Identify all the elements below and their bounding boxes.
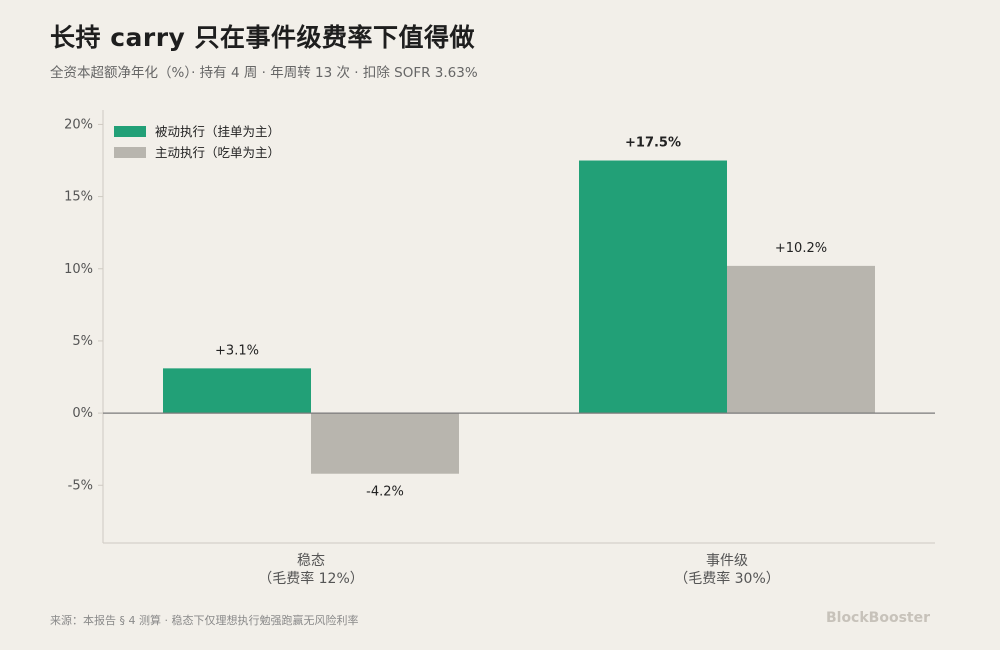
brand-watermark: BlockBooster <box>825 610 930 626</box>
bar <box>163 368 311 414</box>
data-label: +17.5% <box>625 136 681 151</box>
y-tick-label: 10% <box>64 262 93 277</box>
legend-swatch <box>114 147 146 158</box>
data-label: +3.1% <box>215 343 259 358</box>
y-tick-label: 5% <box>72 334 93 349</box>
bar <box>727 265 875 414</box>
source-note: 来源：本报告 § 4 测算 · 稳态下仅理想执行勉强跑赢无风险利率 <box>50 614 359 627</box>
y-tick-label: -5% <box>68 478 93 493</box>
chart-title: 长持 carry 只在事件级费率下值得做 <box>50 23 476 52</box>
legend-label: 被动执行（挂单为主） <box>155 124 280 139</box>
x-category-label: 稳态 <box>297 553 325 569</box>
x-category-sublabel: （毛费率 30%） <box>674 570 780 587</box>
bar <box>579 160 727 414</box>
x-category-label: 事件级 <box>706 553 748 569</box>
y-tick-label: 0% <box>72 406 93 421</box>
data-label: +10.2% <box>775 241 827 256</box>
chart-subtitle: 全资本超额净年化（%）· 持有 4 周 · 年周转 13 次 · 扣除 SOFR… <box>50 65 478 81</box>
legend-label: 主动执行（吃单为主） <box>155 145 280 160</box>
bar <box>311 413 459 474</box>
data-label: -4.2% <box>366 485 404 500</box>
y-tick-label: 20% <box>64 117 93 132</box>
x-category-sublabel: （毛费率 12%） <box>258 570 364 587</box>
y-tick-label: 15% <box>64 190 93 205</box>
legend-swatch <box>114 126 146 137</box>
